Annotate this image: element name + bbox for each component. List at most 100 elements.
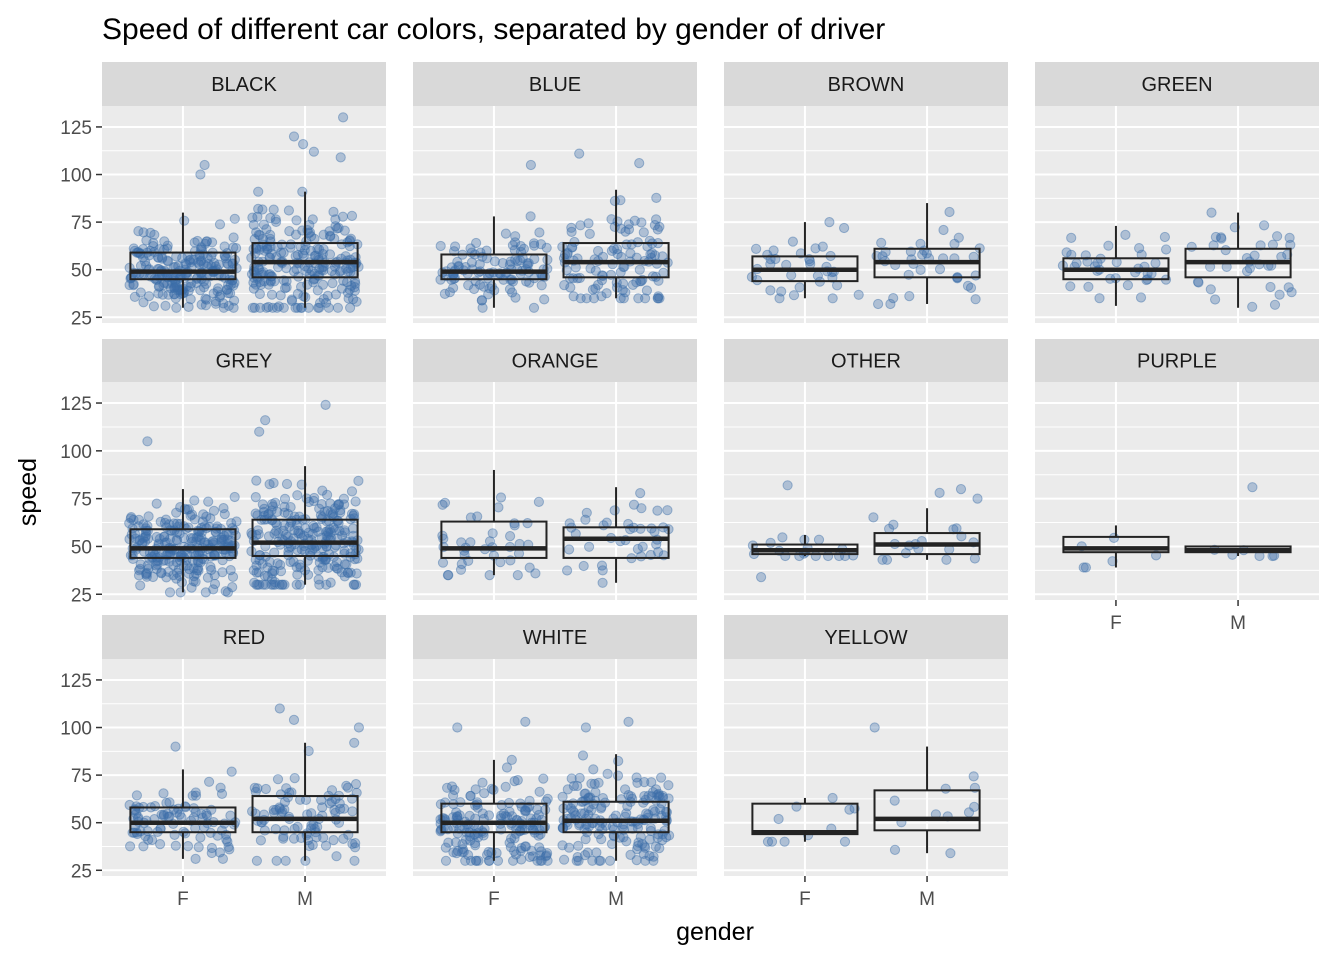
data-point [250, 279, 262, 290]
data-point [786, 270, 797, 281]
data-point [1210, 294, 1221, 305]
y-axis-title: speed [14, 458, 42, 526]
data-point [900, 548, 912, 559]
data-point [497, 258, 508, 269]
data-point [439, 288, 450, 299]
data-point [569, 236, 580, 248]
data-point [477, 302, 488, 313]
data-point [528, 238, 540, 249]
data-point [148, 237, 159, 249]
data-point [500, 228, 511, 239]
data-point [318, 229, 329, 240]
data-point [351, 568, 362, 579]
data-point [834, 550, 845, 562]
data-point [484, 855, 495, 866]
data-point [559, 854, 570, 865]
data-point [171, 507, 182, 518]
data-point [463, 849, 474, 861]
data-point [269, 565, 280, 577]
data-point [189, 246, 201, 257]
data-point [557, 840, 568, 851]
data-point [159, 236, 170, 247]
outlier-point [170, 741, 181, 752]
data-point [152, 559, 163, 570]
data-point [252, 211, 263, 222]
data-point [527, 851, 539, 862]
data-point [217, 567, 228, 578]
data-point [333, 515, 344, 526]
data-point [350, 842, 361, 853]
data-point [601, 288, 612, 299]
panel-background [413, 659, 697, 876]
data-point [285, 239, 296, 250]
data-point [1150, 258, 1161, 269]
data-point [166, 525, 177, 536]
data-point [254, 579, 265, 590]
data-point [329, 561, 340, 572]
data-point [292, 249, 303, 261]
data-point [157, 289, 168, 300]
data-point [325, 498, 336, 509]
data-point [148, 241, 159, 252]
outlier-point [274, 703, 285, 714]
data-point [510, 231, 521, 242]
data-point [326, 785, 338, 796]
data-point [580, 834, 591, 845]
data-point [272, 558, 283, 569]
data-point [183, 301, 194, 312]
data-point [280, 529, 291, 541]
data-point [263, 508, 274, 519]
data-point [222, 534, 233, 545]
data-point [198, 509, 209, 520]
data-point [813, 534, 825, 545]
panel-background [1035, 382, 1319, 600]
data-point [476, 295, 488, 306]
data-point [877, 554, 888, 565]
data-point [454, 810, 465, 821]
data-point [583, 218, 594, 229]
data-point [285, 502, 296, 513]
data-point [292, 569, 303, 580]
data-point [595, 803, 607, 814]
data-point [153, 288, 164, 299]
data-point [487, 528, 498, 539]
data-point [284, 521, 295, 532]
data-point [443, 837, 454, 848]
data-point [606, 214, 617, 225]
outlier-point [288, 131, 300, 142]
data-point [456, 558, 467, 570]
data-point [200, 238, 211, 249]
data-point [173, 803, 184, 814]
data-point [220, 586, 231, 597]
data-point [206, 564, 217, 576]
data-point [496, 800, 507, 811]
strip-background [102, 615, 386, 659]
data-point [294, 579, 306, 590]
data-point [273, 301, 284, 312]
y-tick-label: 75 [71, 766, 92, 787]
data-point [617, 285, 628, 296]
data-point [273, 528, 284, 539]
data-point [557, 791, 568, 802]
data-point [134, 535, 145, 546]
data-point [648, 851, 659, 862]
data-point [654, 293, 665, 304]
data-point [514, 826, 526, 837]
data-point [535, 239, 547, 250]
data-point [648, 855, 659, 866]
data-point [266, 505, 277, 516]
data-point [321, 530, 332, 542]
data-point [349, 855, 360, 866]
data-point [512, 255, 523, 266]
data-point [160, 300, 171, 311]
x-axis-title: gender [676, 918, 754, 946]
data-point [504, 284, 516, 295]
data-point [663, 780, 674, 791]
data-point [507, 240, 519, 251]
data-point [314, 503, 325, 514]
data-point [442, 782, 453, 793]
data-point [194, 259, 205, 270]
data-point [216, 788, 228, 800]
data-point [510, 849, 522, 860]
data-point [140, 532, 151, 543]
